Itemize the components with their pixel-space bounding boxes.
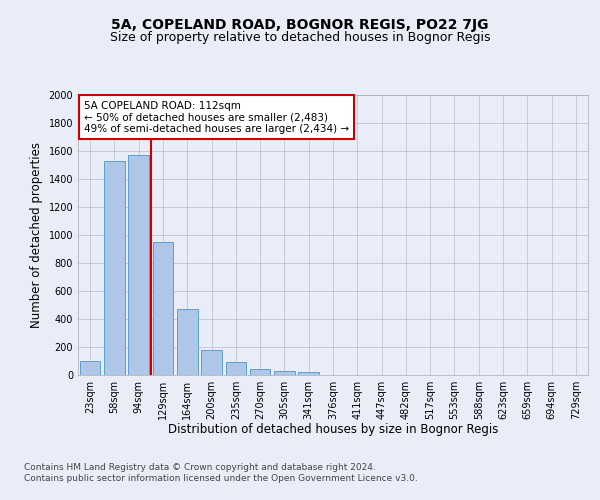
Bar bbox=[250, 370, 271, 375]
Y-axis label: Number of detached properties: Number of detached properties bbox=[30, 142, 43, 328]
Bar bbox=[152, 242, 173, 375]
Bar bbox=[201, 350, 222, 375]
Bar bbox=[298, 372, 319, 375]
Bar bbox=[104, 161, 125, 375]
Text: Size of property relative to detached houses in Bognor Regis: Size of property relative to detached ho… bbox=[110, 31, 490, 44]
Bar bbox=[274, 371, 295, 375]
Bar bbox=[226, 362, 246, 375]
Bar bbox=[128, 155, 149, 375]
Bar bbox=[177, 309, 197, 375]
Text: Distribution of detached houses by size in Bognor Regis: Distribution of detached houses by size … bbox=[168, 422, 498, 436]
Text: 5A, COPELAND ROAD, BOGNOR REGIS, PO22 7JG: 5A, COPELAND ROAD, BOGNOR REGIS, PO22 7J… bbox=[111, 18, 489, 32]
Bar bbox=[80, 361, 100, 375]
Text: Contains HM Land Registry data © Crown copyright and database right 2024.: Contains HM Land Registry data © Crown c… bbox=[24, 462, 376, 471]
Text: 5A COPELAND ROAD: 112sqm
← 50% of detached houses are smaller (2,483)
49% of sem: 5A COPELAND ROAD: 112sqm ← 50% of detach… bbox=[84, 100, 349, 134]
Text: Contains public sector information licensed under the Open Government Licence v3: Contains public sector information licen… bbox=[24, 474, 418, 483]
